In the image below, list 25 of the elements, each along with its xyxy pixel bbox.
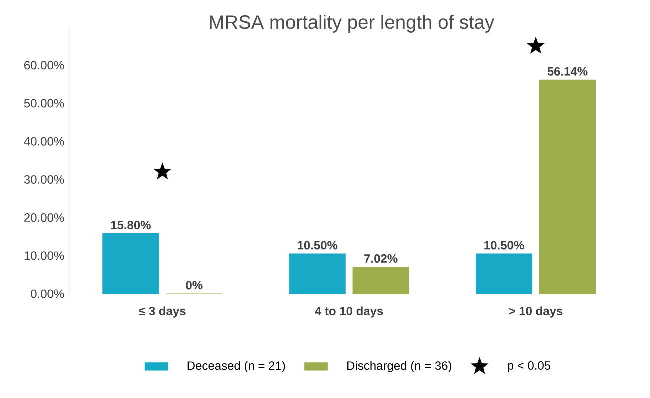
chart-title: MRSA mortality per length of stay [210,15,495,33]
y-tick-label: 10.00% [24,252,64,260]
bar [289,254,346,294]
x-tick-label: 4 to 10 days [315,306,384,318]
legend-label: p < 0.05 [508,361,551,372]
y-tick-label: 40.00% [24,137,64,146]
x-tick-label: > 10 days [509,306,563,318]
y-tick-label: 20.00% [24,214,64,222]
y-tick-label: 0.00% [31,290,64,298]
legend-label: Discharged (n = 36) [348,361,452,372]
bar [352,266,410,294]
data-label: 0% [186,281,203,290]
legend-label: Deceased (n = 21) [188,361,286,372]
data-label: 15.80% [111,221,151,230]
x-tick-label: ≤ 3 days [139,306,186,318]
bar [476,254,533,294]
bar [539,80,596,294]
bar [102,234,160,294]
y-tick-label: 60.00% [24,61,64,70]
data-label: 10.50% [298,241,338,250]
data-label: 7.02% [364,254,398,263]
data-label: 56.14% [548,67,588,76]
y-tick-label: 50.00% [24,99,64,108]
y-tick-label: 30.00% [24,175,64,184]
data-label: 10.50% [484,241,524,250]
